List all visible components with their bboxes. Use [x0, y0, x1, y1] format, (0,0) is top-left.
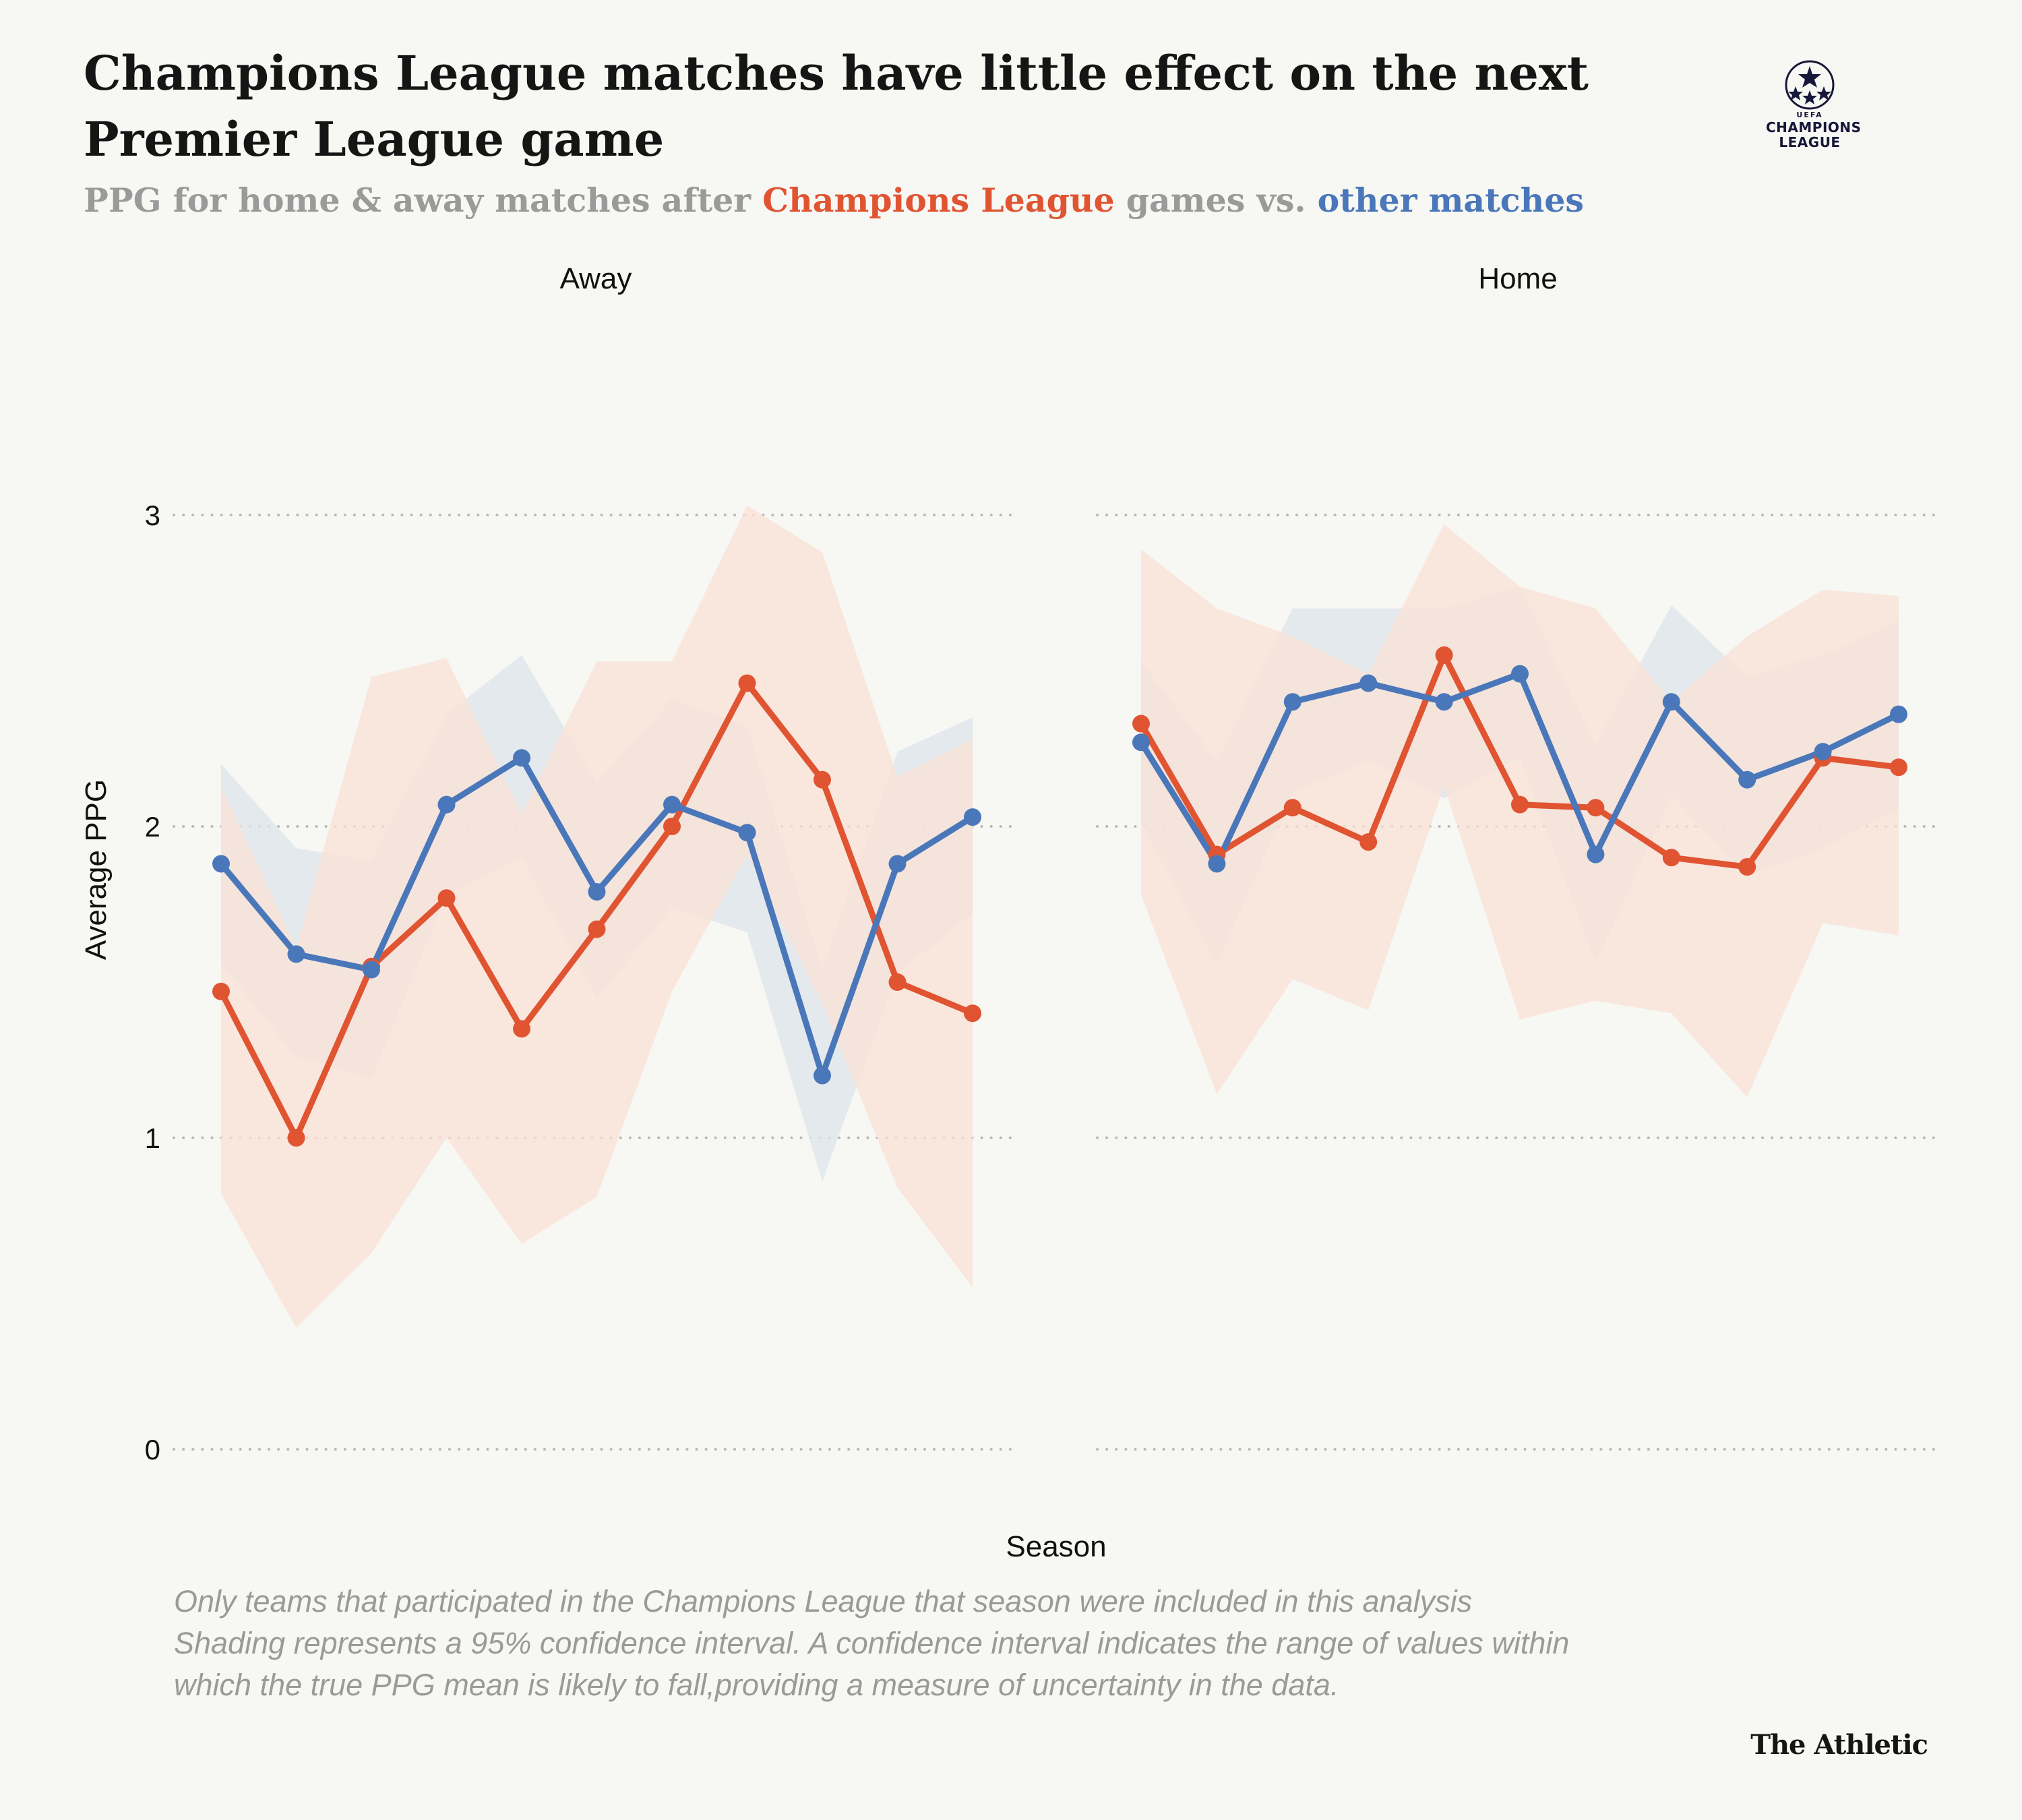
- footnote-line-1: Only teams that participated in the Cham…: [174, 1584, 1473, 1618]
- data-point-other: [437, 795, 456, 814]
- data-point-cl: [1435, 646, 1453, 664]
- data-point-cl: [964, 1004, 981, 1023]
- data-point-cl: [1738, 858, 1756, 876]
- starball-icon: [1785, 60, 1835, 110]
- data-point-cl: [437, 889, 456, 907]
- subtitle-champions-league: Champions League: [762, 181, 1115, 220]
- y-tick-label: 2: [145, 811, 160, 843]
- axis-label-layer: Away Home Average PPG Season: [80, 262, 1558, 1563]
- data-point-other: [888, 855, 907, 873]
- chart-subtitle: PPG for home & away matches after Champi…: [84, 177, 1769, 224]
- subtitle-other-matches: other matches: [1317, 181, 1585, 220]
- logo-line2: LEAGUE: [1779, 134, 1841, 150]
- data-point-other: [513, 749, 530, 767]
- data-point-other: [1132, 733, 1150, 752]
- data-point-other: [663, 795, 681, 814]
- panel-label-away: Away: [560, 262, 632, 295]
- data-point-layer: [212, 646, 1907, 1147]
- data-point-other: [363, 961, 380, 979]
- panel-label-home: Home: [1478, 262, 1557, 295]
- logo-line1: CHAMPIONS: [1766, 119, 1862, 135]
- champions-league-logo: UEFA CHAMPIONS LEAGUE: [1766, 59, 1862, 174]
- x-axis-label: Season: [1006, 1530, 1106, 1563]
- data-point-cl: [513, 1020, 530, 1038]
- data-point-other: [1738, 770, 1756, 789]
- data-point-other: [1435, 693, 1453, 711]
- data-point-other: [1814, 743, 1832, 761]
- data-point-other: [1359, 674, 1378, 692]
- data-point-other: [1890, 705, 1907, 723]
- subtitle-middle: games vs.: [1114, 181, 1318, 220]
- y-tick-label: 1: [145, 1122, 160, 1154]
- data-point-cl: [1283, 799, 1301, 817]
- confidence-band-cl: [221, 506, 973, 1328]
- data-point-cl: [738, 674, 756, 692]
- data-point-other: [212, 855, 230, 873]
- data-point-other: [1283, 693, 1301, 711]
- data-point-cl: [1511, 795, 1529, 814]
- data-point-cl: [888, 973, 907, 991]
- data-point-cl: [287, 1129, 305, 1147]
- data-point-cl: [1662, 849, 1680, 867]
- subtitle-prefix: PPG for home & away matches after: [84, 181, 763, 220]
- confidence-band-layer: [221, 506, 1899, 1328]
- data-point-cl: [588, 920, 606, 938]
- y-axis-label: Average PPG: [80, 779, 113, 960]
- logo-uefa-text: UEFA: [1796, 111, 1823, 119]
- chart-title: Champions League matches have little eff…: [84, 45, 1589, 167]
- data-point-other: [287, 945, 305, 963]
- chart-canvas: 0 1 2 3 Away Home Average PPG Season: [80, 262, 1942, 1563]
- data-point-other: [738, 824, 756, 842]
- data-point-cl: [1890, 758, 1907, 777]
- data-point-other: [814, 1066, 831, 1085]
- data-point-other: [1208, 855, 1226, 873]
- data-point-cl: [1359, 833, 1378, 851]
- the-athletic-logo: The Athletic: [1750, 1729, 1928, 1761]
- data-point-cl: [663, 818, 681, 835]
- footnote-line-2: Shading represents a 95% confidence inte…: [174, 1626, 1570, 1660]
- data-point-other: [964, 808, 981, 826]
- y-tick-label: 3: [145, 499, 160, 531]
- data-point-other: [1662, 693, 1680, 711]
- data-point-other: [1511, 665, 1529, 683]
- y-tick-label: 0: [145, 1434, 160, 1465]
- data-point-cl: [1132, 715, 1150, 733]
- data-point-other: [1587, 845, 1605, 863]
- footnote-line-3: which the true PPG mean is likely to fal…: [174, 1668, 1339, 1702]
- data-point-cl: [814, 770, 831, 789]
- data-point-other: [588, 883, 606, 901]
- footnote: Only teams that participated in the Cham…: [174, 1581, 1926, 1706]
- data-point-cl: [212, 982, 230, 1000]
- data-point-cl: [1587, 799, 1605, 817]
